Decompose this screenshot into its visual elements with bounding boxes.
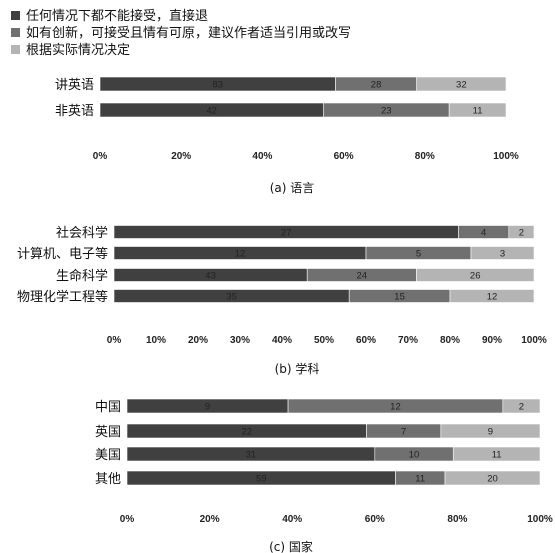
x-tick-label: 20% xyxy=(171,151,191,162)
data-label: 2 xyxy=(519,402,524,413)
bar-segment xyxy=(416,268,535,282)
x-tick-label: 20% xyxy=(200,514,220,525)
data-label: 22 xyxy=(241,427,252,438)
bar-segment xyxy=(448,102,507,118)
bar-segment xyxy=(444,470,541,486)
data-label: 27 xyxy=(281,228,292,239)
x-tick-label: 80% xyxy=(415,151,435,162)
data-label: 2 xyxy=(519,228,524,239)
legend-swatch xyxy=(11,11,20,20)
x-tick-label: 100% xyxy=(527,514,553,525)
x-tick-label: 40% xyxy=(252,151,272,162)
data-label: 32 xyxy=(456,80,467,91)
panel-caption: (a) 语言 xyxy=(270,181,315,195)
data-label: 59 xyxy=(256,474,267,485)
x-tick-label: 0% xyxy=(107,335,122,346)
x-tick-label: 60% xyxy=(365,514,385,525)
data-label: 7 xyxy=(401,427,406,438)
data-label: 10 xyxy=(409,450,420,461)
data-label: 11 xyxy=(415,474,425,485)
bar-segment xyxy=(508,225,535,239)
data-label: 9 xyxy=(488,427,493,438)
x-tick-label: 0% xyxy=(120,514,135,525)
category-label: 其他 xyxy=(95,472,121,487)
data-label: 4 xyxy=(481,228,486,239)
category-label: 计算机、电子等 xyxy=(17,246,108,262)
x-tick-label: 70% xyxy=(398,335,418,346)
bar-segment xyxy=(440,423,541,439)
category-label: 中国 xyxy=(95,400,121,415)
legend-swatch xyxy=(11,45,20,54)
category-label: 社会科学 xyxy=(56,225,108,241)
data-label: 12 xyxy=(235,249,246,260)
category-label: 非英语 xyxy=(55,104,94,119)
bar-segment xyxy=(470,246,535,260)
legend-entry: 根据实际情况决定 xyxy=(26,43,130,58)
bar-segment xyxy=(449,289,535,303)
panel-caption: (c) 国家 xyxy=(269,539,313,553)
data-label: 31 xyxy=(246,450,257,461)
x-tick-label: 100% xyxy=(521,335,547,346)
x-tick-label: 30% xyxy=(230,335,250,346)
x-tick-label: 60% xyxy=(356,335,376,346)
x-tick-label: 0% xyxy=(93,151,108,162)
panel-caption: (b) 学科 xyxy=(275,361,320,376)
x-tick-label: 40% xyxy=(272,335,292,346)
data-label: 12 xyxy=(487,292,498,303)
category-label: 物理化学工程等 xyxy=(17,289,108,305)
x-tick-label: 80% xyxy=(440,335,460,346)
x-tick-label: 100% xyxy=(493,151,519,162)
x-tick-label: 20% xyxy=(188,335,208,346)
data-label: 24 xyxy=(357,271,368,282)
legend-swatch xyxy=(11,28,20,37)
x-tick-label: 50% xyxy=(314,335,334,346)
data-label: 5 xyxy=(416,249,421,260)
x-tick-label: 40% xyxy=(282,514,302,525)
data-label: 9 xyxy=(205,402,210,413)
data-label: 23 xyxy=(381,106,392,117)
x-tick-label: 60% xyxy=(334,151,354,162)
x-tick-label: 10% xyxy=(146,335,166,346)
panel-country: 中国 9 12 2 英国 22 7 9 美国 31 10 11 其他 59 11 20 0% 20% 40% 60% 8… xyxy=(95,398,553,553)
data-label: 35 xyxy=(226,292,237,303)
category-label: 讲英语 xyxy=(55,78,94,93)
data-label: 83 xyxy=(212,80,223,91)
data-label: 15 xyxy=(394,292,405,303)
data-label: 11 xyxy=(492,450,502,461)
data-label: 20 xyxy=(487,474,498,485)
bar-segment xyxy=(452,446,541,462)
data-label: 11 xyxy=(473,106,483,117)
data-label: 28 xyxy=(371,80,382,91)
panel-discipline: 社会科学 27 4 2 计算机、电子等 12 5 3 生命科学 43 24 26 物理化学工程等 35 15… xyxy=(17,225,547,376)
data-label: 43 xyxy=(205,271,216,282)
category-label: 英国 xyxy=(95,425,121,440)
data-label: 12 xyxy=(390,402,401,413)
data-label: 3 xyxy=(500,249,505,260)
data-label: 42 xyxy=(206,106,217,117)
bar-segment xyxy=(502,398,541,414)
data-label: 26 xyxy=(470,271,481,282)
category-label: 美国 xyxy=(95,448,121,463)
x-tick-label: 80% xyxy=(447,514,467,525)
legend: 任何情况下都不能接受，直接退如有创新，可接受且情有可原，建议作者适当引用或改写根… xyxy=(11,8,351,58)
panel-language: 讲英语 83 28 32 非英语 42 23 11 0% 20% 40% 60% 80% 100% (a) … xyxy=(55,76,519,195)
bar-segment xyxy=(416,76,507,92)
x-tick-label: 90% xyxy=(482,335,502,346)
category-label: 生命科学 xyxy=(56,268,108,284)
legend-entry: 如有创新，可接受且情有可原，建议作者适当引用或改写 xyxy=(26,25,351,41)
legend-entry: 任何情况下都不能接受，直接退 xyxy=(26,8,208,24)
